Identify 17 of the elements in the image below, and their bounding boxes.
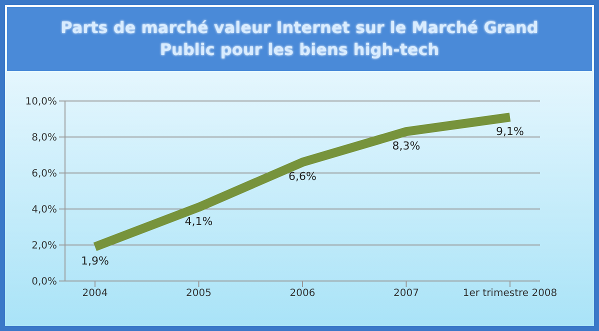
x-tick-label: 2005: [186, 288, 212, 300]
x-tick-label: 2007: [394, 288, 419, 300]
data-label: 9,1%: [496, 125, 524, 138]
y-tick-label: 8,0%: [32, 132, 57, 144]
y-tick-label: 0,0%: [32, 276, 57, 288]
x-tick-label: 2006: [290, 288, 316, 300]
data-label: 8,3%: [392, 139, 420, 152]
chart-title: Parts de marché valeur Internet sur le Marché Grand Public pour les biens high-tech: [7, 7, 592, 71]
data-label: 1,9%: [81, 254, 109, 268]
x-tick-label: 2004: [82, 288, 108, 300]
y-tick-label: 6,0%: [32, 168, 57, 180]
data-label: 6,6%: [288, 170, 316, 184]
x-tick-label: 1er trimestre 2008: [462, 288, 558, 300]
y-tick-label: 10,0%: [25, 96, 57, 108]
y-tick-label: 4,0%: [32, 204, 57, 216]
y-tick-label: 2,0%: [32, 240, 57, 252]
data-label: 4,1%: [184, 215, 213, 228]
